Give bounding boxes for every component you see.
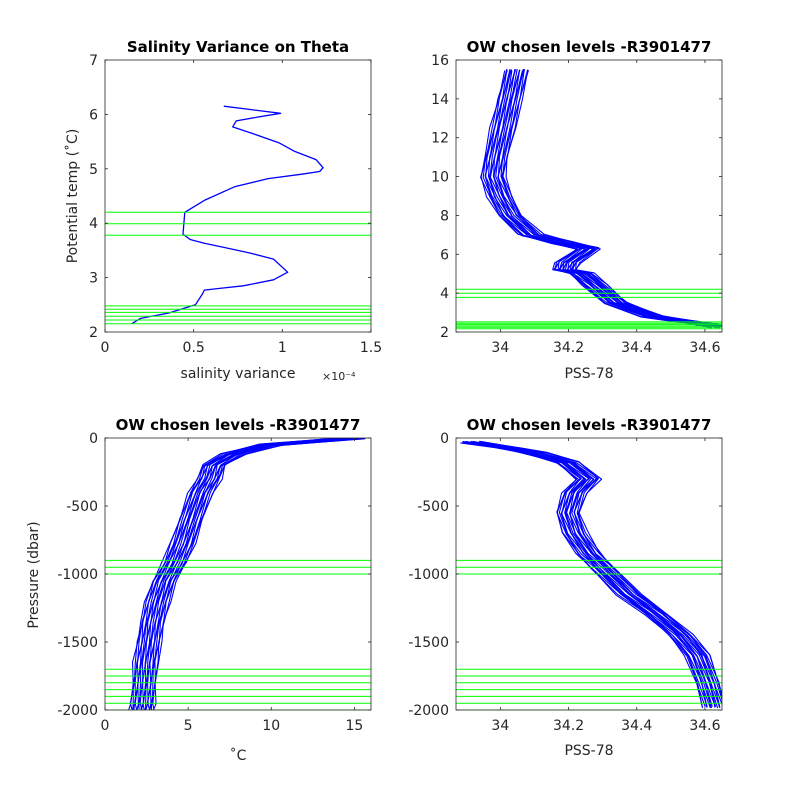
panel-1-title: Salinity Variance on Theta — [127, 38, 349, 56]
y-tick-label: 3 — [89, 271, 98, 287]
panel-3-title: OW chosen levels -R3901477 — [116, 416, 361, 434]
x-tick-label: 34 — [491, 340, 509, 356]
y-tick-label: 6 — [89, 107, 98, 123]
profile-line — [467, 441, 708, 708]
y-tick-label: 5 — [89, 162, 98, 178]
y-tick-label: 4 — [89, 216, 98, 232]
x-tick-label: 34.6 — [689, 718, 720, 734]
x-tick-label: 34.4 — [621, 340, 652, 356]
y-tick-label: 6 — [440, 247, 449, 263]
axes-box — [455, 59, 723, 333]
y-tick-label: -500 — [66, 499, 98, 515]
x-tick-label: 34 — [491, 718, 509, 734]
y-tick-label: -500 — [417, 499, 449, 515]
panel-4-plot: 34 34.2 34.4 34.6 -2000 -1500 -1000 -500 0 — [408, 431, 723, 734]
profile-line — [138, 438, 353, 710]
y-tick-label: 4 — [440, 286, 449, 302]
x-tick-label: 15 — [345, 718, 363, 734]
profile-line — [505, 70, 722, 326]
profile-line — [480, 440, 722, 702]
panel-2-plot: 34 34.2 34.4 34.6 2 4 6 8 10 12 14 16 — [431, 53, 723, 356]
plot-area — [456, 440, 722, 710]
panel-2-xlabel: PSS-78 — [564, 366, 613, 382]
x-tick-label: 34.2 — [553, 718, 584, 734]
panel-3-xlabel: ˚C — [230, 747, 247, 764]
panel-3-plot: 0 5 10 15 -2000 -1500 -1000 -500 0 — [57, 431, 372, 734]
panel-1-plot: 0 0.5 1 1.5 2 3 4 5 6 7 — [89, 53, 382, 356]
y-tick-label: 16 — [431, 53, 449, 69]
panel-ow-salinity-theta: OW chosen levels -R3901477 34 34.2 34.4 34.… — [431, 38, 723, 382]
y-tick-label: -1000 — [57, 567, 98, 583]
y-tick-label: 7 — [89, 53, 98, 69]
y-tick-label: 8 — [440, 208, 449, 224]
profile-line — [465, 440, 708, 708]
y-tick-label: 0 — [440, 431, 449, 447]
profile-line — [483, 441, 722, 704]
y-tick-label: -2000 — [57, 703, 98, 719]
panel-3-ylabel: Pressure (dbar) — [26, 521, 42, 628]
plot-area — [105, 438, 371, 710]
y-tick-label: -1000 — [408, 567, 449, 583]
x-tick-label: 5 — [184, 718, 193, 734]
panel-2-title: OW chosen levels -R3901477 — [467, 38, 712, 56]
profile-line — [475, 441, 716, 708]
x-tick-label: 0 — [101, 340, 110, 356]
panel-4-xlabel: PSS-78 — [564, 743, 613, 759]
x-tick-label: 1 — [278, 340, 287, 356]
y-tick-label: 0 — [89, 431, 98, 447]
y-tick-label: -2000 — [408, 703, 449, 719]
y-tick-label: -1500 — [57, 635, 98, 651]
profile-line — [482, 69, 707, 328]
y-tick-label: -1500 — [408, 635, 449, 651]
y-tick-label: 14 — [431, 92, 449, 108]
panel-4-title: OW chosen levels -R3901477 — [467, 416, 712, 434]
x-tick-label: 10 — [262, 718, 280, 734]
plot-area — [105, 105, 371, 325]
y-tick-label: 2 — [89, 325, 98, 341]
panel-ow-salinity-pressure: OW chosen levels -R3901477 34 34.2 34.4 34.… — [408, 416, 723, 759]
profile-line — [472, 440, 717, 708]
panel-1-xlabel: salinity variance — [181, 366, 296, 382]
panel-ow-temperature-pressure: OW chosen levels -R3901477 0 5 10 15 -2000 -1… — [26, 416, 372, 764]
profile-line — [483, 442, 722, 695]
panel-1-x-exponent: ×10⁻⁴ — [322, 370, 356, 383]
axes-box — [104, 59, 372, 333]
profile-line — [493, 68, 717, 329]
x-tick-label: 34.2 — [553, 340, 584, 356]
y-tick-label: 12 — [431, 131, 449, 147]
x-tick-label: 1.5 — [360, 340, 382, 356]
plot-area — [456, 68, 722, 330]
panel-1-ylabel: Potential temp (˚C) — [64, 129, 81, 264]
x-tick-label: 0.5 — [183, 340, 205, 356]
profile-line — [145, 438, 360, 710]
x-tick-label: 34.6 — [689, 340, 720, 356]
panel-salinity-variance: Salinity Variance on Theta 0 0.5 1 1.5 2 3 4 5 6… — [64, 38, 382, 383]
x-tick-label: 34.4 — [621, 718, 652, 734]
x-tick-label: 0 — [101, 718, 110, 734]
y-tick-label: 2 — [440, 325, 449, 341]
y-tick-label: 10 — [431, 170, 449, 186]
